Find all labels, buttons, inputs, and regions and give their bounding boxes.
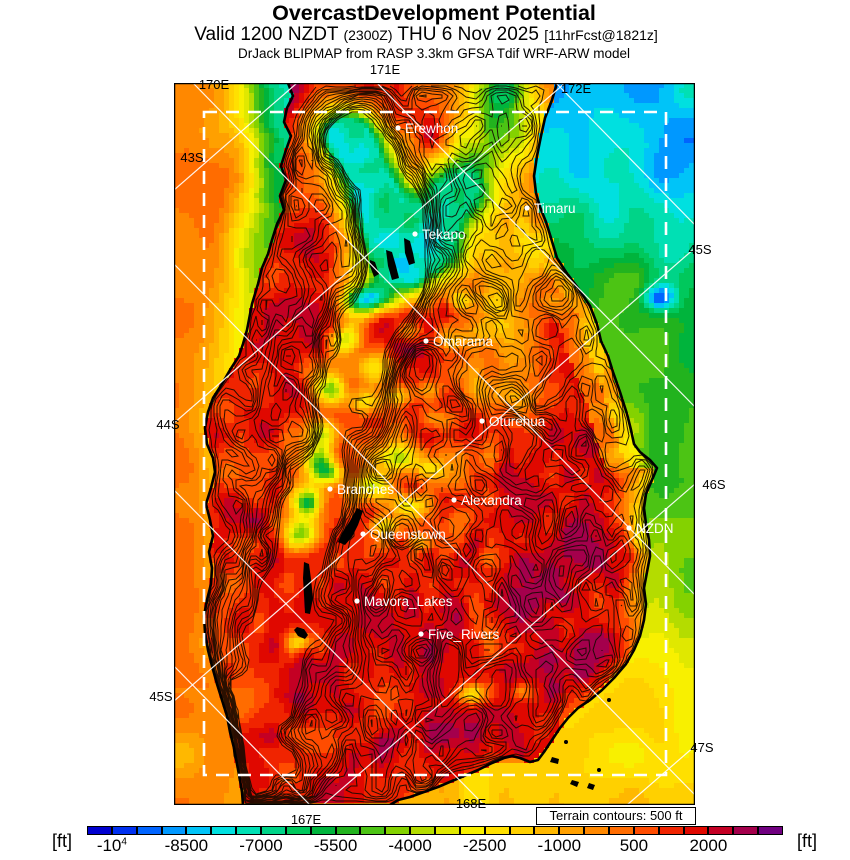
svg-text:Alexandra: Alexandra bbox=[461, 493, 522, 508]
svg-text:Mavora_Lakes: Mavora_Lakes bbox=[364, 594, 453, 609]
svg-text:Queenstown: Queenstown bbox=[370, 527, 446, 542]
svg-text:Erewhon: Erewhon bbox=[405, 121, 458, 136]
svg-text:Timaru: Timaru bbox=[534, 201, 576, 216]
svg-text:Oturehua: Oturehua bbox=[489, 414, 546, 429]
svg-text:Branches: Branches bbox=[337, 482, 394, 497]
svg-text:NZDN: NZDN bbox=[636, 521, 674, 536]
svg-text:Tekapo: Tekapo bbox=[422, 227, 466, 242]
svg-text:Omarama: Omarama bbox=[433, 334, 494, 349]
svg-text:Five_Rivers: Five_Rivers bbox=[428, 627, 500, 642]
